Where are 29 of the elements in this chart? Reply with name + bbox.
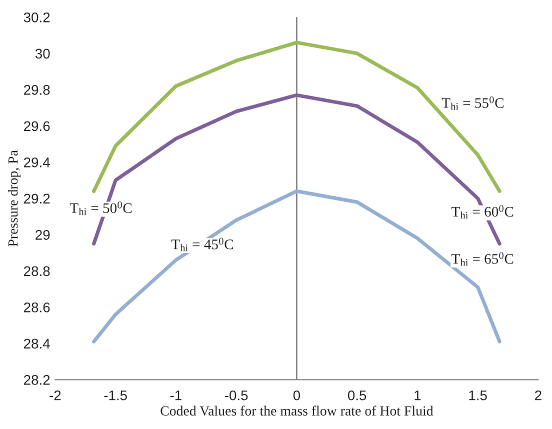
y-tick-label: 29.8 xyxy=(24,84,50,95)
y-tick-label: 28.8 xyxy=(24,266,50,276)
x-tick-label: -0.5 xyxy=(224,390,248,400)
x-tick-label: -1.5 xyxy=(104,390,127,400)
y-tick-label: 28.6 xyxy=(24,302,50,312)
y-tick-label: 28.2 xyxy=(24,375,50,385)
x-tick-label: 1.5 xyxy=(469,390,487,400)
y-tick-label: 29 xyxy=(36,230,50,240)
annotation: T$_{hi}$ = 55$^{0}$C xyxy=(442,96,504,110)
y-tick-label: 30.2 xyxy=(24,12,50,22)
x-axis-title: Coded Values for the mass flow rate of Hot Fluid xyxy=(160,406,434,416)
y-tick-label: 29.6 xyxy=(24,121,50,132)
x-tick-label: -2 xyxy=(50,390,61,400)
y-tick-label: 29.2 xyxy=(24,194,50,204)
y-axis-title: Pressure drop, Pa xyxy=(8,150,21,246)
y-tick-label: 28.4 xyxy=(24,338,50,349)
y-tick-label: 29.4 xyxy=(24,157,50,168)
annotation: T$_{hi}$ = 45$^{0}$C xyxy=(171,238,233,252)
annotation: T$_{hi}$ = 50$^{0}$C xyxy=(70,201,132,215)
annotation: T$_{hi}$ = 60$^{0}$C xyxy=(452,205,514,219)
x-tick-label: 1 xyxy=(414,390,421,400)
x-tick-label: 2 xyxy=(535,390,542,400)
annotation: T$_{hi}$ = 65$^{0}$C xyxy=(452,252,514,266)
x-tick-label: -1 xyxy=(170,390,182,400)
line-series xyxy=(92,40,502,193)
x-tick-label: 0.5 xyxy=(348,390,366,400)
line-series xyxy=(92,189,502,344)
x-tick-label: 0 xyxy=(293,390,300,400)
y-tick-label: 30 xyxy=(35,48,50,59)
